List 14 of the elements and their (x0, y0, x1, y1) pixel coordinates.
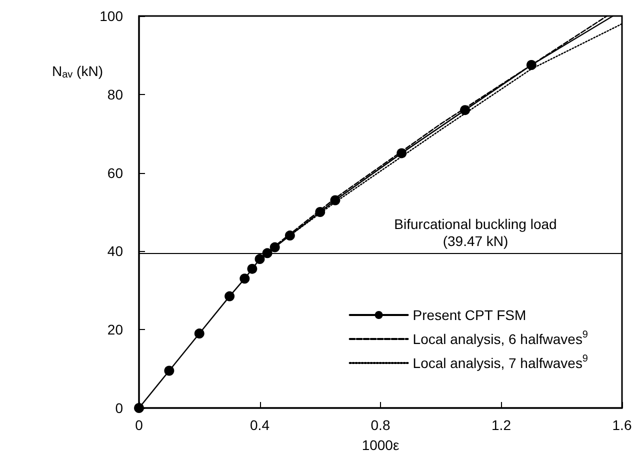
x-tick-label: 1.2 (492, 417, 512, 433)
y-tick-label: 20 (107, 322, 124, 338)
y-tick-label: 60 (107, 164, 124, 181)
y-tick-label: 40 (107, 243, 124, 260)
x-tick-label: 0 (135, 417, 144, 433)
y-tick-label: 0 (115, 400, 124, 416)
y-tick-label: 80 (107, 86, 124, 102)
x-tick-label: 0.4 (250, 417, 270, 433)
x-axis-title: 1000ε (362, 437, 400, 453)
ref-line-label: Bifurcational buckling load (39.47 kN) (394, 216, 557, 249)
y-tick-label: 100 (100, 8, 124, 24)
legend-label: Present CPT FSM (412, 307, 526, 323)
x-tick-label: 0.8 (370, 417, 390, 433)
x-tick-label: 1.6 (612, 417, 632, 433)
